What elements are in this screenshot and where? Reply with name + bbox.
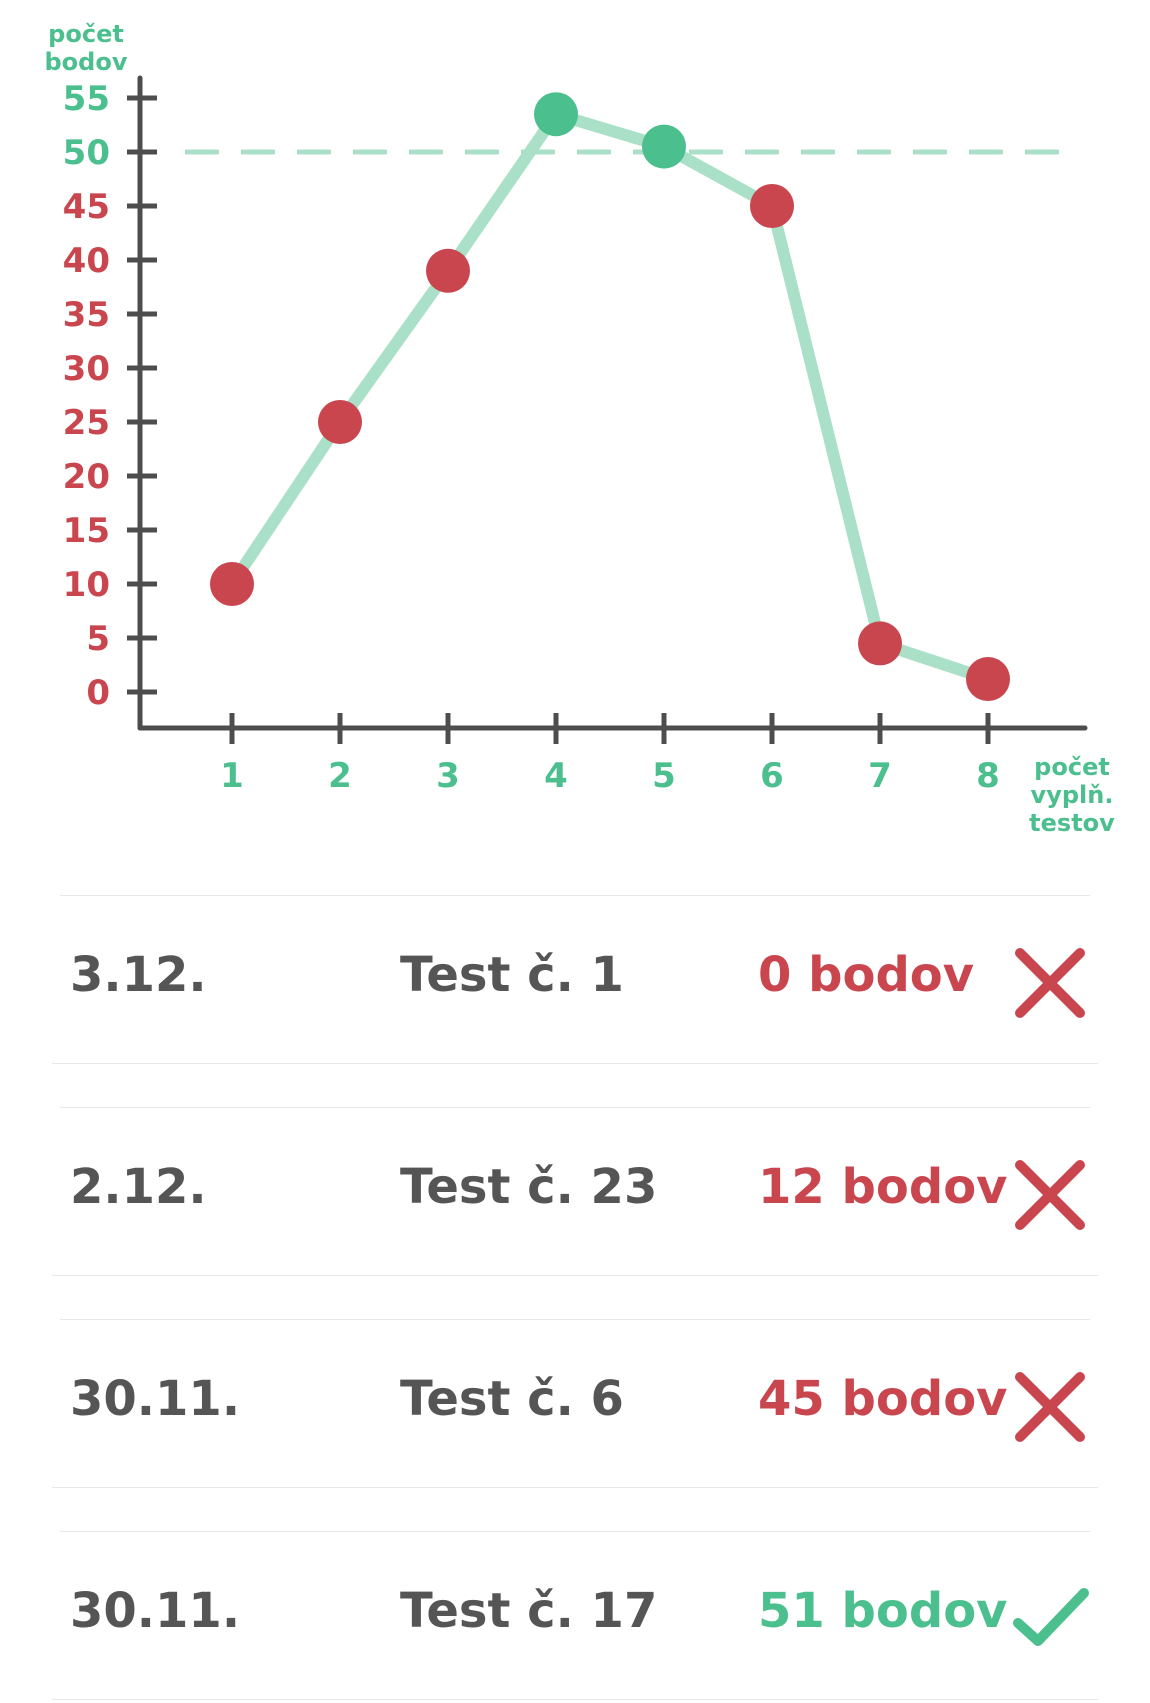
data-point	[426, 248, 470, 293]
y-tick-label: 55	[63, 79, 110, 119]
data-point	[966, 657, 1010, 702]
y-tick-label: 25	[63, 403, 110, 443]
series-line	[226, 108, 994, 686]
data-point	[318, 400, 362, 444]
result-test-name: Test č. 6	[400, 1371, 624, 1427]
y-tick-label: 20	[63, 457, 110, 497]
x-tick-label: 1	[220, 756, 244, 796]
y-tick-label: 45	[63, 187, 110, 227]
row-divider	[52, 1275, 1098, 1276]
row-divider	[60, 1107, 1090, 1108]
y-tick-label: 0	[86, 673, 110, 713]
result-score: 12 bodov	[758, 1159, 1008, 1215]
result-test-name: Test č. 23	[400, 1159, 658, 1215]
y-tick-label: 15	[63, 511, 110, 551]
row-divider	[52, 1063, 1098, 1064]
data-point	[210, 562, 254, 606]
y-tick-label: 35	[63, 295, 110, 335]
data-point	[534, 92, 578, 137]
x-tick-label: 6	[760, 756, 784, 796]
result-score: 0 bodov	[758, 947, 975, 1003]
row-divider	[52, 1699, 1098, 1700]
results-list: 3.12. Test č. 1 0 bodov 2.12. Test č. 23 12 b…	[0, 855, 1150, 1703]
data-point	[858, 621, 902, 666]
row-divider	[60, 1531, 1090, 1532]
y-axis-label: počet	[48, 20, 124, 48]
x-axis-label: počet	[1034, 753, 1110, 781]
x-tick-label: 4	[544, 756, 568, 796]
y-tick-label: 30	[63, 349, 110, 389]
x-axis-label: testov	[1029, 809, 1115, 837]
y-tick-label: 5	[86, 619, 110, 659]
result-date: 2.12.	[70, 1159, 207, 1215]
data-point	[750, 184, 794, 228]
cross-icon	[1015, 1372, 1085, 1442]
data-point	[642, 124, 686, 169]
x-tick-label: 8	[976, 756, 1000, 796]
y-tick-label: 50	[63, 133, 110, 173]
result-row[interactable]: 2.12. Test č. 23 12 bodov	[0, 1067, 1150, 1279]
row-divider	[60, 1319, 1090, 1320]
check-icon	[1013, 1588, 1089, 1646]
y-tick-label: 10	[63, 565, 110, 605]
result-score: 45 bodov	[758, 1371, 1008, 1427]
result-date: 30.11.	[70, 1583, 241, 1639]
y-axis-label: bodov	[45, 48, 128, 76]
cross-icon	[1015, 1160, 1085, 1230]
result-row[interactable]: 30.11. Test č. 6 45 bodov	[0, 1279, 1150, 1491]
x-axis-label: vyplň.	[1031, 781, 1114, 809]
x-tick-label: 5	[652, 756, 676, 796]
result-row[interactable]: 30.11. Test č. 17 51 bodov	[0, 1491, 1150, 1703]
x-tick-label: 7	[868, 756, 892, 796]
result-row[interactable]: 3.12. Test č. 1 0 bodov	[0, 855, 1150, 1067]
row-divider	[52, 1487, 1098, 1488]
row-divider	[60, 895, 1090, 896]
cross-icon	[1015, 948, 1085, 1018]
result-test-name: Test č. 1	[400, 947, 624, 1003]
result-test-name: Test č. 17	[400, 1583, 658, 1639]
result-date: 3.12.	[70, 947, 207, 1003]
result-date: 30.11.	[70, 1371, 241, 1427]
y-tick-label: 40	[63, 241, 110, 281]
x-tick-label: 3	[436, 756, 460, 796]
result-score: 51 bodov	[758, 1583, 1008, 1639]
x-tick-label: 2	[328, 756, 352, 796]
